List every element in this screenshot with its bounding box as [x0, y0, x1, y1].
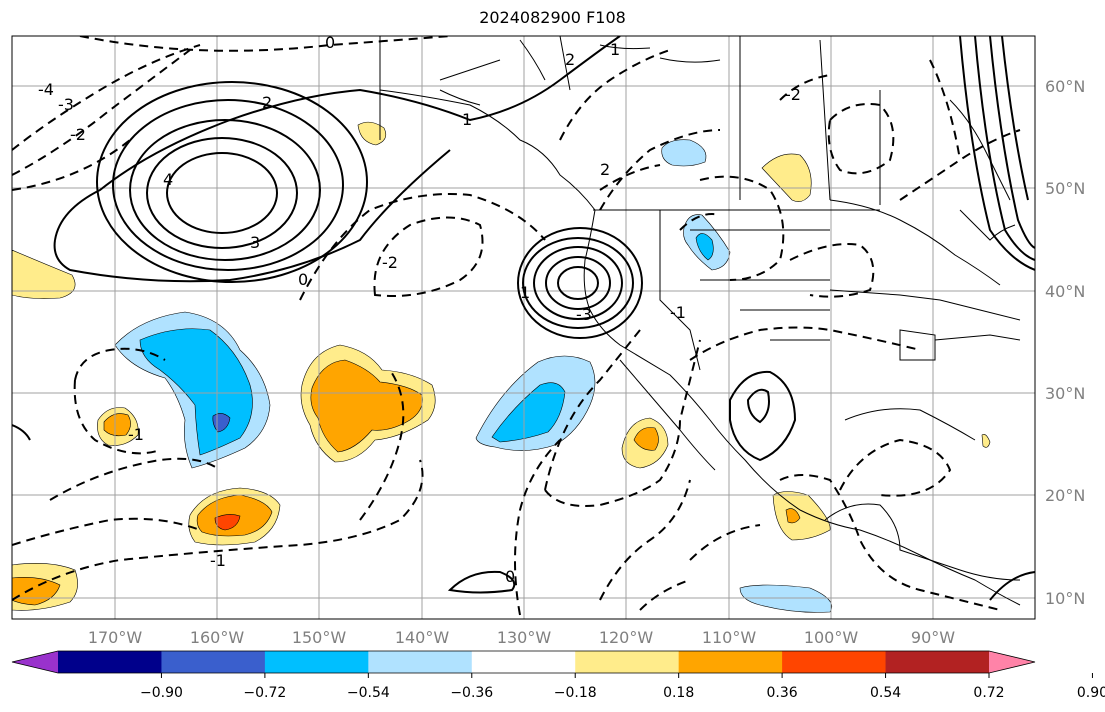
contour-label: -3 [576, 305, 592, 324]
contour-label: -1 [670, 303, 686, 322]
contour-label: -2 [785, 85, 801, 104]
contour-label: 2 [600, 160, 610, 179]
lon-tick-label: 160°W [190, 628, 245, 647]
colorbar-segment [368, 651, 473, 673]
contour-label: 1 [520, 283, 530, 302]
contour-label: 3 [250, 233, 260, 252]
colorbar-segment [161, 651, 266, 673]
colorbar-label: −0.36 [450, 685, 493, 701]
lon-tick-label: 90°W [911, 628, 955, 647]
dashed-contours [12, 36, 1021, 616]
colorbar-segment [58, 651, 162, 673]
lat-tick-label: 20°N [1045, 486, 1085, 505]
contour-label: 4 [163, 170, 173, 189]
colorbar-segment [782, 651, 887, 673]
colorbar-label: 0.72 [973, 685, 1004, 701]
contour-label: -1 [128, 425, 144, 444]
colorbar-label: −0.90 [140, 685, 183, 701]
lat-tick-label: 50°N [1045, 179, 1085, 198]
lat-tick-label: 30°N [1045, 384, 1085, 403]
lon-tick-label: 150°W [292, 628, 347, 647]
colorbar-segment [575, 651, 680, 673]
colorbar-label: −0.72 [243, 685, 286, 701]
contour-label: 1 [462, 110, 472, 129]
lat-tick-label: 10°N [1045, 589, 1085, 608]
contour-label-layer: 0 2 -2 1 -1 3 -3 4 -4 0 2 -2 1 -1 0 -2 2… [38, 33, 801, 586]
colorbar-label: 0.90 [1077, 685, 1105, 701]
colorbar-outline [11, 650, 1036, 674]
colorbar-extend-low [12, 651, 58, 673]
contour-label: -2 [70, 125, 86, 144]
longitude-ticks: 170°W 160°W 150°W 140°W 130°W 120°W 110°… [88, 628, 955, 647]
contour-label: -2 [382, 253, 398, 272]
contour-label: 2 [262, 93, 272, 112]
colorbar-segment [471, 651, 576, 673]
lat-tick-label: 40°N [1045, 282, 1085, 301]
lat-tick-label: 60°N [1045, 77, 1085, 96]
contour-label: 2 [565, 50, 575, 69]
contour-label: 0 [298, 270, 308, 289]
coastlines [379, 36, 1021, 606]
colorbar-extend-high [989, 651, 1035, 673]
map-title: 2024082900 F108 [479, 8, 626, 27]
contour-label: 0 [505, 567, 515, 586]
colorbar-label: 0.36 [767, 685, 798, 701]
latitude-ticks: 60°N 50°N 40°N 30°N 20°N 10°N [1045, 77, 1085, 608]
lon-tick-label: 140°W [395, 628, 450, 647]
colorbar-segment [885, 651, 990, 673]
colorbar-segment [678, 651, 783, 673]
plot-frame [11, 35, 1036, 620]
contour-label: -3 [58, 95, 74, 114]
contour-lines [12, 36, 1035, 601]
colorbar-label: 0.18 [663, 685, 694, 701]
lon-tick-label: 110°W [702, 628, 757, 647]
colorbar-label: −0.54 [347, 685, 390, 701]
lon-tick-label: 130°W [497, 628, 552, 647]
colorbar-segment [264, 651, 369, 673]
colorbar: −0.90 −0.72 −0.54 −0.36 −0.18 0.18 0.36 0.54 0.7… [11, 650, 1105, 701]
contour-label: 1 [610, 40, 620, 59]
contour-label: -4 [38, 80, 54, 99]
lon-tick-label: 120°W [599, 628, 654, 647]
colorbar-label: −0.18 [554, 685, 597, 701]
contour-label: 0 [325, 33, 335, 52]
colorbar-label: 0.54 [870, 685, 901, 701]
lon-tick-label: 100°W [804, 628, 859, 647]
contour-label: -1 [210, 551, 226, 570]
lon-tick-label: 170°W [88, 628, 143, 647]
shaded-anomalies [12, 121, 991, 613]
